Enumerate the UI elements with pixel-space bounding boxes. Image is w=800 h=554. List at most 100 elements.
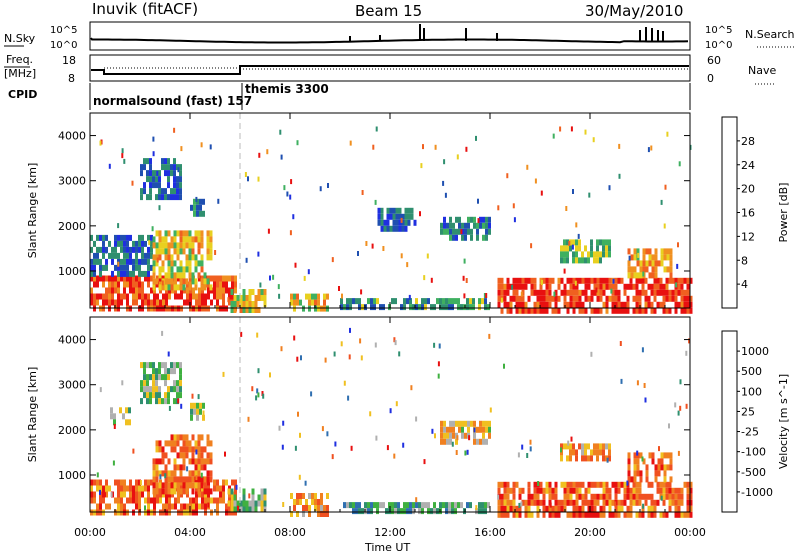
data-cell <box>440 426 443 433</box>
data-cell <box>302 511 305 517</box>
data-cell <box>201 299 204 306</box>
noise-right-label: N.Search <box>745 28 795 41</box>
data-cell-sparse <box>257 251 260 257</box>
data-cell-sparse <box>529 439 532 445</box>
data-cell <box>470 420 473 427</box>
data-cell-sparse <box>319 186 322 192</box>
data-cell <box>150 275 153 282</box>
data-cell <box>686 493 690 500</box>
data-cell <box>448 508 451 515</box>
data-cell-sparse <box>465 146 468 152</box>
data-cell <box>401 219 405 226</box>
data-cell <box>155 392 158 399</box>
data-cell <box>132 275 135 282</box>
data-cell <box>230 307 234 313</box>
data-cell <box>608 283 612 290</box>
data-cell-sparse <box>614 501 617 507</box>
data-cell <box>677 505 681 512</box>
data-cell <box>650 505 654 512</box>
data-cell <box>608 487 612 494</box>
data-cell-sparse <box>565 206 568 211</box>
data-cell <box>449 432 452 439</box>
data-cell <box>162 491 165 498</box>
data-cell <box>111 258 114 265</box>
data-cell-sparse <box>410 385 413 391</box>
data-cell <box>209 470 213 477</box>
data-cell <box>233 301 237 307</box>
data-cell-sparse <box>224 451 226 457</box>
data-cell-sparse <box>588 192 591 198</box>
data-cell <box>445 508 448 515</box>
data-cell <box>93 497 96 504</box>
data-cell <box>548 505 552 512</box>
data-cell <box>446 432 449 439</box>
data-cell <box>138 497 141 504</box>
data-cell <box>102 497 105 504</box>
data-cell <box>164 488 168 495</box>
data-cell <box>308 305 311 312</box>
data-cell <box>636 248 640 255</box>
data-cell <box>584 443 587 450</box>
data-cell <box>176 230 180 237</box>
data-cell-sparse <box>549 502 552 508</box>
data-cell <box>138 287 141 294</box>
data-cell <box>200 482 204 489</box>
data-cell <box>161 374 164 381</box>
y-axis-label: Slant Range [km] <box>26 367 39 463</box>
data-cell <box>656 499 660 506</box>
data-cell-sparse <box>99 387 102 393</box>
data-cell <box>227 500 231 507</box>
data-cell <box>290 511 293 517</box>
data-cell <box>161 458 165 465</box>
data-cell <box>596 295 600 302</box>
data-cell <box>569 487 573 494</box>
data-cell <box>521 283 525 290</box>
data-cell <box>669 260 673 267</box>
data-cell <box>177 293 180 300</box>
data-cell <box>518 283 522 290</box>
data-cell <box>167 260 171 267</box>
data-cell-sparse <box>202 410 205 416</box>
data-cell <box>126 281 129 288</box>
data-cell-sparse <box>437 373 440 379</box>
data-cell <box>671 289 675 296</box>
data-cell <box>110 413 113 420</box>
data-cell <box>117 264 120 271</box>
data-cell <box>683 301 687 308</box>
data-cell <box>207 287 210 294</box>
data-cell <box>665 511 669 518</box>
data-cell <box>173 380 176 387</box>
data-cell-sparse <box>674 402 677 408</box>
data-cell <box>497 277 501 284</box>
data-cell <box>254 506 258 513</box>
data-cell <box>176 434 180 441</box>
data-cell <box>123 264 126 271</box>
data-cell <box>158 488 162 495</box>
data-cell <box>179 470 183 477</box>
data-cell <box>527 493 531 500</box>
data-cell <box>389 207 393 214</box>
data-cell <box>143 374 146 381</box>
data-cell <box>599 295 603 302</box>
data-cell <box>548 277 552 284</box>
colorbar-tick-label: 1000 <box>741 345 769 358</box>
data-cell <box>197 248 201 255</box>
data-cell <box>458 228 461 235</box>
data-cell-sparse <box>334 441 337 447</box>
data-cell <box>123 491 126 498</box>
data-cell <box>167 272 171 279</box>
data-cell <box>179 260 183 267</box>
data-cell <box>639 266 643 273</box>
data-cell <box>123 293 126 300</box>
data-cell <box>554 505 558 512</box>
data-cell <box>548 295 552 302</box>
data-cell <box>349 502 352 509</box>
data-cell <box>167 230 171 237</box>
data-cell <box>117 479 120 486</box>
data-cell <box>144 275 147 282</box>
data-cell-sparse <box>475 505 478 511</box>
data-cell <box>551 307 555 314</box>
data-cell <box>173 260 177 267</box>
data-cell <box>686 487 690 494</box>
data-cell <box>521 277 525 284</box>
